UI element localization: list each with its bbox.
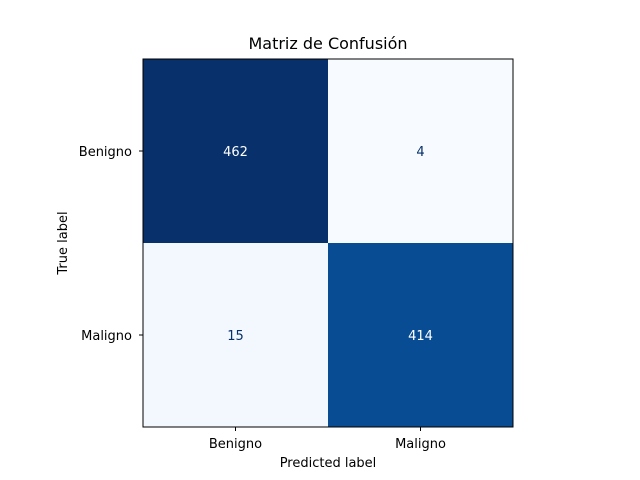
heatmap-cell-1-1 [328,243,513,427]
x-tick-label-0: Benigno [209,437,262,452]
heatmap-cell-1-0 [143,243,328,427]
heatmap-cells: 462 4 15 414 [143,59,513,427]
x-axis-ticks: Benigno Maligno [209,427,446,452]
cell-value-label-1-1: 414 [408,329,433,344]
x-axis-label: Predicted label [280,456,377,471]
y-axis-ticks: Benigno Maligno [79,145,143,344]
cell-value-label-1-0: 15 [227,329,244,344]
heatmap-cell-0-1 [328,59,513,243]
cell-value-label-0-0: 462 [223,145,248,160]
x-tick-label-1: Maligno [395,437,446,452]
plot-frame [142,58,514,428]
y-tick-label-0: Benigno [79,145,132,160]
y-tick-label-1: Maligno [81,329,132,344]
chart-title: Matriz de Confusión [248,34,407,53]
y-axis-label: True label [56,211,71,275]
cell-value-label-0-1: 4 [416,145,424,160]
heatmap-cell-0-0 [143,59,328,243]
